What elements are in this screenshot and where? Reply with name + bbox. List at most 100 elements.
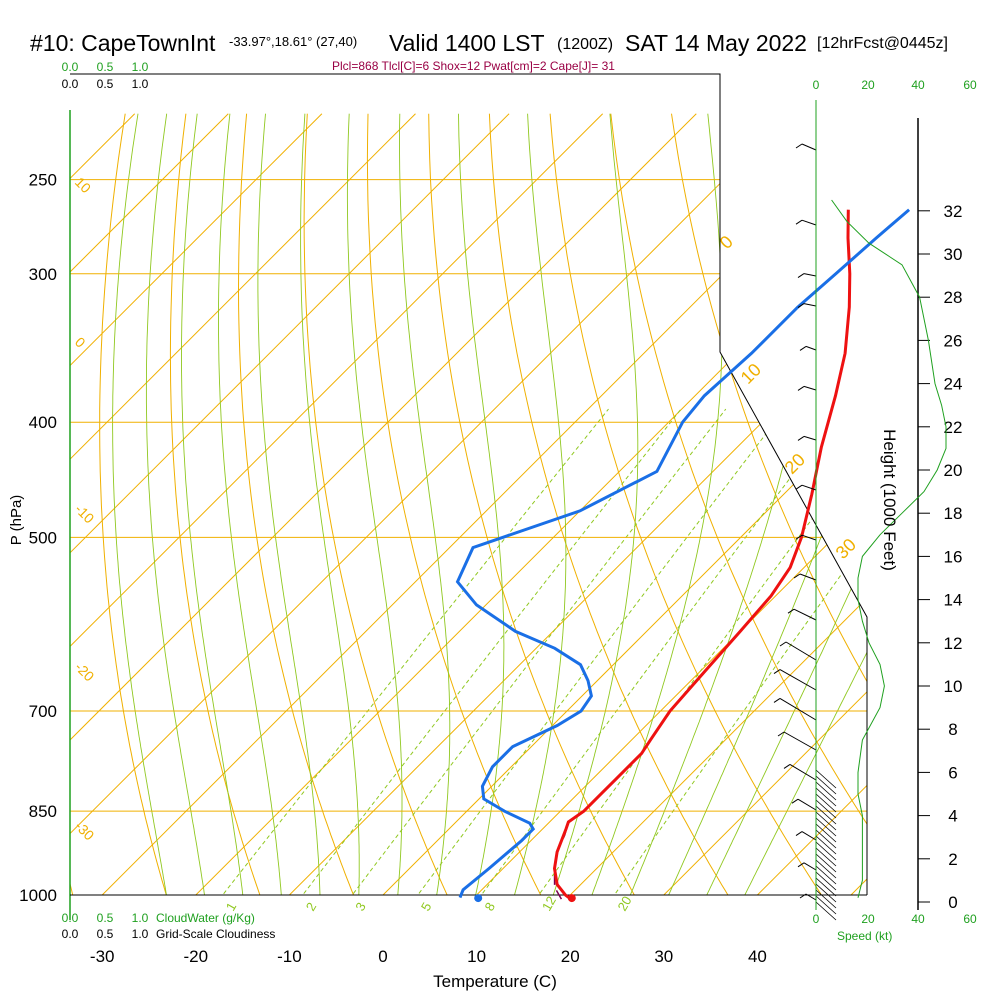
dry-adiabat-line — [237, 113, 365, 895]
moist-adiabat-line — [507, 113, 567, 895]
wind-barb — [801, 534, 817, 541]
mixing-ratio-line — [210, 408, 609, 895]
wind-barb-feather — [795, 484, 803, 490]
wind-barb-feather — [799, 345, 807, 351]
temperature-tick-label: 0 — [378, 947, 387, 966]
wind-barb — [815, 889, 837, 909]
mixing-ratio-label: 5 — [418, 900, 435, 914]
wind-barb-feather — [787, 608, 795, 614]
x-axis-title: Temperature (C) — [433, 972, 557, 991]
moist-adiabat-line — [731, 113, 867, 895]
dry-adiabat-label: -20 — [72, 659, 98, 685]
wind-barb — [799, 573, 817, 581]
height-tick-label: 20 — [944, 461, 963, 480]
wind-barb — [815, 829, 837, 849]
y-axis-title: P (hPa) — [8, 495, 25, 546]
cloudiness-tick-label: 1.0 — [132, 77, 149, 91]
wind-barb — [815, 799, 837, 819]
temperature-tick-label: 40 — [748, 947, 767, 966]
height-tick-label: 28 — [944, 288, 963, 307]
mixing-ratio-label: 8 — [481, 900, 498, 914]
wind-barb — [801, 219, 817, 226]
mixing-ratio-label: 2 — [303, 900, 320, 914]
cloudwater-tick-label: 0.0 — [62, 911, 79, 925]
wind-barbs — [773, 143, 837, 921]
isotherm-line — [101, 113, 867, 895]
wind-barb — [801, 831, 817, 841]
cloudiness-tick-label: 0.5 — [97, 927, 114, 941]
wind-barb-feather — [797, 303, 805, 309]
height-tick-label: 0 — [948, 893, 957, 912]
isotherm-line — [757, 113, 867, 895]
wind-barb — [805, 893, 817, 901]
moist-adiabat-label: 0 — [716, 232, 737, 253]
dry-adiabat-line — [169, 113, 270, 895]
isotherm-line — [70, 113, 510, 895]
wind-barb-feather — [795, 534, 803, 540]
mixing-ratio-line — [290, 408, 682, 895]
wind-barb — [803, 273, 817, 277]
pressure-tick-label: 700 — [29, 702, 57, 721]
isotherm-line — [663, 113, 867, 895]
speed-tick-label: 0 — [813, 78, 820, 92]
wind-barb — [815, 865, 837, 885]
wind-barb — [815, 781, 837, 801]
dry-adiabat-line — [488, 113, 744, 895]
wind-barb-feather — [797, 862, 805, 868]
speed-tick-label: 40 — [911, 78, 925, 92]
temperature-tick-label: -10 — [277, 947, 302, 966]
wind-barb — [805, 345, 817, 351]
wind-barb-feather — [797, 435, 805, 441]
wind-barb — [779, 669, 817, 691]
height-tick-label: 14 — [944, 591, 963, 610]
title-zulu: (1200Z) — [557, 36, 613, 53]
wind-barb — [803, 303, 817, 307]
mixing-ratio-line — [527, 408, 867, 895]
height-tick-label: 2 — [948, 850, 957, 869]
isotherm-line — [70, 113, 229, 895]
wind-barb — [815, 871, 837, 891]
wind-barb — [803, 862, 817, 871]
wind-barb — [815, 895, 837, 915]
wind-barb — [779, 697, 817, 721]
isotherm-line — [70, 113, 697, 895]
cloudwater-tick-label: 1.0 — [132, 911, 149, 925]
wind-barb-feather — [797, 385, 805, 391]
wind-barb — [815, 769, 837, 789]
wind-barb — [803, 385, 817, 391]
isotherm-line — [569, 113, 867, 895]
dry-adiabat-label: -10 — [72, 501, 98, 527]
height-tick-label: 30 — [944, 245, 963, 264]
dry-adiabat-line — [610, 113, 867, 895]
height-tick-label: 26 — [944, 331, 963, 350]
surface-temperature-marker — [567, 894, 576, 903]
wind-barb — [789, 763, 817, 781]
moist-adiabat-line — [582, 113, 723, 895]
height-tick-label: 6 — [948, 763, 957, 782]
wind-barb — [815, 811, 837, 831]
wind-barb — [815, 853, 837, 873]
height-tick-label: 22 — [944, 418, 963, 437]
mixing-ratio-line — [406, 408, 786, 895]
moist-adiabat-line — [458, 113, 505, 895]
temperature-tick-label: 30 — [654, 947, 673, 966]
wind-barb-feather — [783, 763, 791, 769]
pressure-tick-label: 300 — [29, 265, 57, 284]
title-station: #10: CapeTownInt — [30, 30, 216, 56]
moist-adiabat-line — [112, 113, 172, 895]
moist-adiabat-line — [656, 113, 867, 895]
wind-barb — [815, 847, 837, 867]
wind-barb-feather — [777, 731, 785, 737]
temperature-tick-label: -20 — [184, 947, 209, 966]
wind-barb — [815, 883, 837, 903]
traces-layer — [455, 208, 911, 903]
wind-barb — [801, 143, 817, 151]
pressure-tick-label: 1000 — [19, 886, 57, 905]
height-tick-label: 8 — [948, 720, 957, 739]
cloudiness-tick-label: 0.0 — [62, 927, 79, 941]
plot-frame — [69, 73, 868, 920]
isotherm-line — [70, 113, 604, 895]
moist-adiabat-line — [694, 113, 867, 895]
title-date: SAT 14 May 2022 — [625, 30, 807, 56]
wind-barb-feather — [779, 641, 787, 647]
